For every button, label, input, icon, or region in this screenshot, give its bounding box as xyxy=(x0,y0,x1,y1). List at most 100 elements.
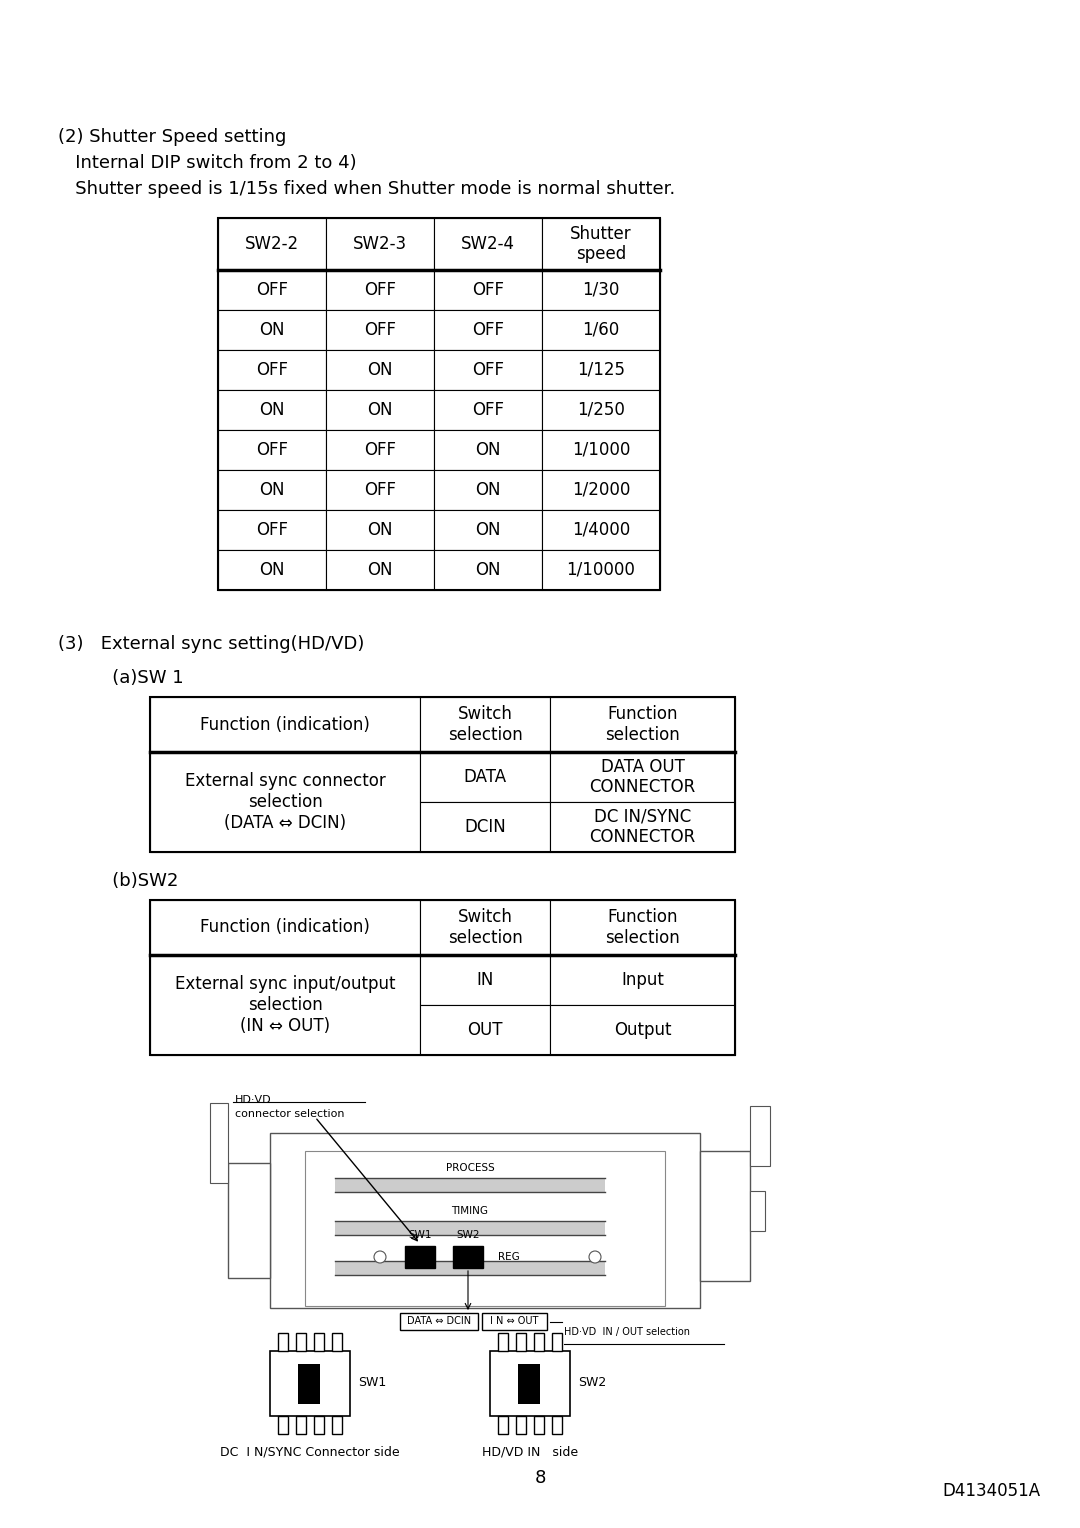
Bar xyxy=(326,429,434,471)
Bar xyxy=(750,1190,765,1232)
Bar xyxy=(218,550,326,590)
Text: DCIN: DCIN xyxy=(464,817,505,836)
Text: 1/125: 1/125 xyxy=(577,361,625,379)
Bar xyxy=(552,1415,562,1433)
Text: OFF: OFF xyxy=(256,281,288,299)
Bar xyxy=(218,219,326,270)
Bar xyxy=(516,1332,526,1351)
Bar xyxy=(326,219,434,270)
Text: SW1: SW1 xyxy=(408,1230,432,1241)
Text: connector selection: connector selection xyxy=(235,1109,345,1118)
Text: OFF: OFF xyxy=(256,442,288,458)
Bar xyxy=(298,1363,321,1404)
Bar xyxy=(542,390,660,429)
Bar xyxy=(405,1245,435,1268)
Text: SW2-3: SW2-3 xyxy=(353,235,407,254)
Bar xyxy=(542,350,660,390)
Text: Shutter
speed: Shutter speed xyxy=(570,225,632,263)
Bar xyxy=(542,270,660,310)
Text: 1/2000: 1/2000 xyxy=(571,481,631,500)
Text: SW2-2: SW2-2 xyxy=(245,235,299,254)
Bar xyxy=(534,1332,544,1351)
Bar xyxy=(326,310,434,350)
Text: DATA OUT
CONNECTOR: DATA OUT CONNECTOR xyxy=(590,758,696,796)
Text: 1/60: 1/60 xyxy=(582,321,620,339)
Text: IN: IN xyxy=(476,970,494,989)
Text: OUT: OUT xyxy=(468,1021,503,1039)
Bar xyxy=(270,1351,350,1415)
Bar xyxy=(434,550,542,590)
Text: Input: Input xyxy=(621,970,664,989)
Bar xyxy=(750,1106,770,1166)
Text: 1/10000: 1/10000 xyxy=(567,561,635,579)
Bar xyxy=(218,510,326,550)
Text: ON: ON xyxy=(259,400,285,419)
Bar xyxy=(210,1103,228,1183)
Bar xyxy=(278,1415,288,1433)
Text: SW2-4: SW2-4 xyxy=(461,235,515,254)
Text: HD·VD  IN / OUT selection: HD·VD IN / OUT selection xyxy=(564,1326,690,1337)
Bar xyxy=(218,390,326,429)
Bar xyxy=(516,1415,526,1433)
Bar xyxy=(453,1245,483,1268)
Text: 1/250: 1/250 xyxy=(577,400,625,419)
Text: ON: ON xyxy=(367,361,393,379)
Bar xyxy=(326,471,434,510)
Text: Switch
selection: Switch selection xyxy=(447,908,523,947)
Bar xyxy=(434,429,542,471)
Bar xyxy=(498,1332,508,1351)
Bar xyxy=(332,1415,342,1433)
Bar xyxy=(335,1178,605,1192)
Bar xyxy=(434,510,542,550)
Text: ON: ON xyxy=(475,521,501,539)
Bar xyxy=(314,1415,324,1433)
Bar xyxy=(420,900,550,955)
Bar xyxy=(326,510,434,550)
Text: SW2: SW2 xyxy=(456,1230,480,1241)
Text: PROCESS: PROCESS xyxy=(446,1163,495,1174)
Bar xyxy=(150,697,420,752)
Bar xyxy=(420,697,550,752)
Text: ON: ON xyxy=(475,561,501,579)
Text: OFF: OFF xyxy=(472,321,504,339)
Text: (2) Shutter Speed setting: (2) Shutter Speed setting xyxy=(58,128,286,147)
Text: (a)SW 1: (a)SW 1 xyxy=(95,669,184,688)
Bar xyxy=(218,270,326,310)
Text: Function (indication): Function (indication) xyxy=(200,715,370,733)
Circle shape xyxy=(374,1251,386,1264)
Bar xyxy=(218,429,326,471)
Text: D4134051A: D4134051A xyxy=(942,1482,1040,1500)
Text: ON: ON xyxy=(367,400,393,419)
Bar xyxy=(498,1415,508,1433)
Bar xyxy=(332,1332,342,1351)
Bar xyxy=(305,1151,665,1306)
Text: OFF: OFF xyxy=(364,442,396,458)
Bar xyxy=(150,697,735,853)
Bar xyxy=(270,1132,700,1308)
Bar xyxy=(420,955,550,1005)
Text: Switch
selection: Switch selection xyxy=(447,704,523,744)
Bar xyxy=(335,1221,605,1235)
Text: SW2: SW2 xyxy=(578,1377,606,1389)
Text: SW1: SW1 xyxy=(357,1377,387,1389)
Bar xyxy=(434,350,542,390)
Bar xyxy=(150,752,420,853)
Bar xyxy=(434,471,542,510)
Text: Output: Output xyxy=(613,1021,672,1039)
Bar xyxy=(326,550,434,590)
Text: ON: ON xyxy=(475,481,501,500)
Bar xyxy=(420,802,550,853)
Text: OFF: OFF xyxy=(472,281,504,299)
Text: ON: ON xyxy=(259,321,285,339)
Bar xyxy=(278,1332,288,1351)
Text: External sync input/output
selection
(IN ⇔ OUT): External sync input/output selection (IN… xyxy=(175,975,395,1034)
Bar xyxy=(296,1332,306,1351)
Bar xyxy=(296,1415,306,1433)
Bar xyxy=(326,350,434,390)
Bar xyxy=(534,1415,544,1433)
Text: (b)SW2: (b)SW2 xyxy=(95,872,178,889)
Bar xyxy=(550,752,735,802)
Bar xyxy=(700,1151,750,1280)
Text: REG: REG xyxy=(498,1251,519,1262)
Bar xyxy=(326,390,434,429)
